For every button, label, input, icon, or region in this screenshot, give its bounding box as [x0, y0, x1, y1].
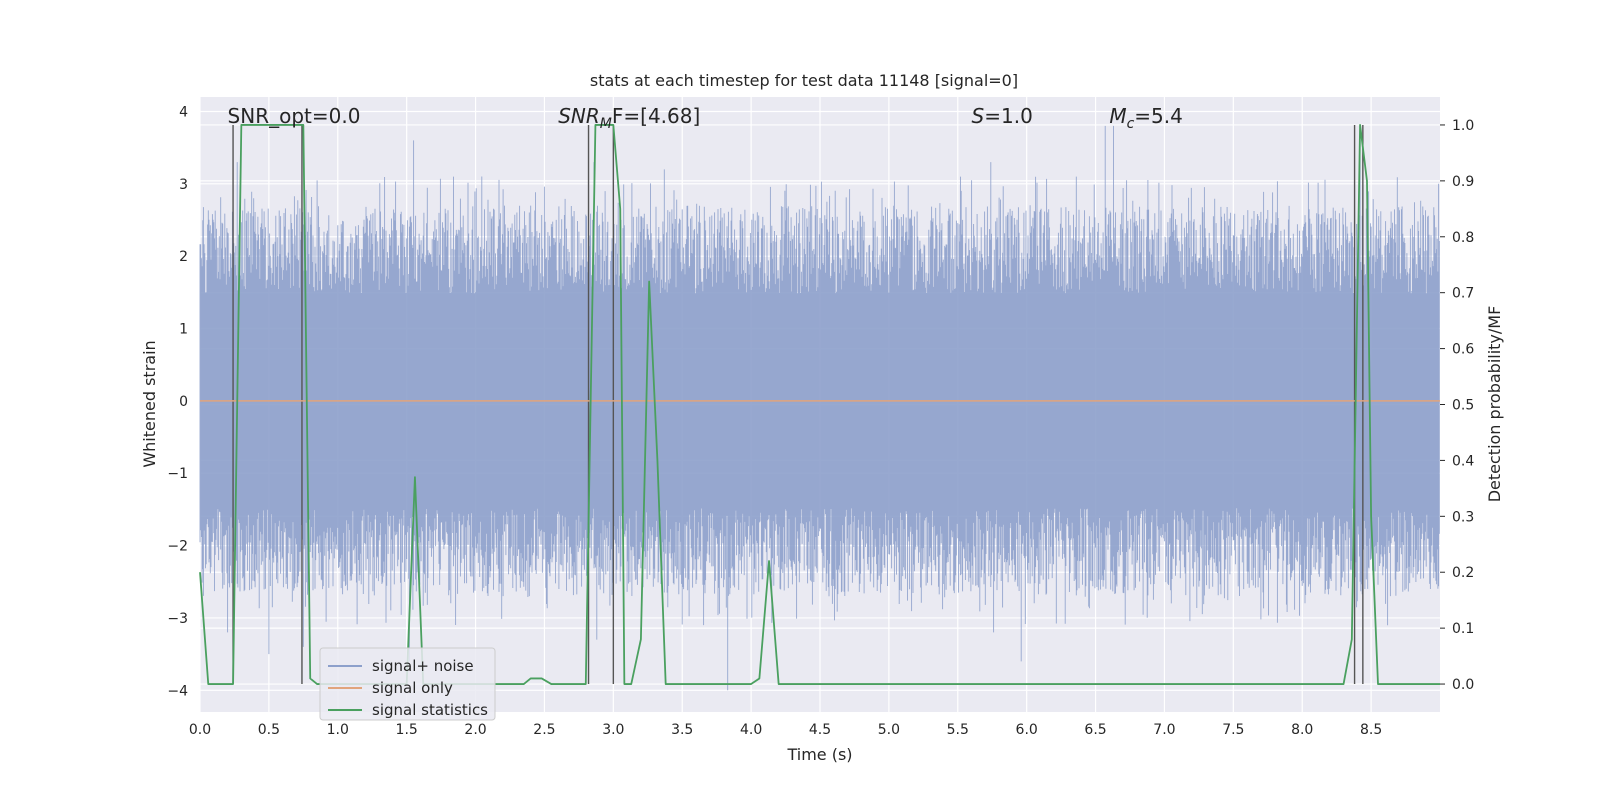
annotation-snr-mf: SNRMF=[4.68] — [558, 104, 700, 132]
y-tick-label: 0 — [179, 394, 188, 410]
signal-noise-series — [199, 125, 1440, 691]
x-tick-label: 4.5 — [809, 722, 831, 738]
chart-title: stats at each timestep for test data 111… — [590, 71, 1018, 90]
x-tick-label: 8.0 — [1291, 722, 1313, 738]
annotation-mc: Mc=5.4 — [1109, 104, 1183, 132]
legend: signal+ noise signal only signal statistic… — [319, 647, 496, 721]
right-y-tick-label: 0.7 — [1452, 286, 1474, 302]
y-tick-label: 3 — [179, 177, 188, 193]
right-y-tick-label: 0.1 — [1452, 621, 1474, 637]
annotation-tail: =5.4 — [1134, 104, 1183, 128]
x-tick-label: 2.0 — [464, 722, 486, 738]
x-tick-label: 0.5 — [258, 722, 280, 738]
signal-noise-trace — [199, 125, 1440, 691]
right-y-tick-label: 0.3 — [1452, 509, 1474, 525]
right-y-tick-label: 0.2 — [1452, 565, 1474, 581]
y-tick-label: 1 — [179, 322, 188, 338]
annotation-subscript: c — [1127, 116, 1135, 132]
x-tick-label: 4.0 — [740, 722, 762, 738]
annotations: SNR_opt=0.0 SNRMF=[4.68] S=1.0 Mc=5.4 — [228, 104, 1183, 132]
annotation-subscript: M — [600, 116, 612, 132]
signal-statistics-line — [199, 124, 1440, 685]
x-tick-label: 7.0 — [1153, 722, 1175, 738]
annotation-base: SNR — [558, 104, 600, 128]
x-tick-label: 8.5 — [1360, 722, 1382, 738]
x-tick-label: 3.5 — [671, 722, 693, 738]
legend-label: signal only — [372, 679, 453, 697]
annotation-tail: F=[4.68] — [612, 104, 700, 128]
x-tick-label: 0.0 — [189, 722, 211, 738]
y-tick-label: 2 — [179, 249, 188, 265]
x-tick-label: 5.5 — [947, 722, 969, 738]
right-y-tick-label: 0.0 — [1452, 677, 1474, 693]
annotation-s: S=1.0 — [972, 104, 1033, 128]
x-tick-label: 2.5 — [533, 722, 555, 738]
legend-box — [319, 647, 496, 721]
annotation-base: S — [972, 104, 985, 128]
annotation-base: M — [1109, 104, 1126, 128]
x-tick-label: 6.5 — [1084, 722, 1106, 738]
x-tick-label: 6.0 — [1016, 722, 1038, 738]
y-tick-label: −3 — [167, 611, 188, 627]
y-tick-label: 4 — [179, 104, 188, 120]
right-y-tick-label: 0.5 — [1452, 398, 1474, 414]
annotation-snr-opt: SNR_opt=0.0 — [228, 104, 361, 128]
y-tick-label: −1 — [167, 466, 188, 482]
legend-label: signal statistics — [372, 701, 488, 719]
legend-label: signal+ noise — [372, 657, 474, 675]
x-tick-label: 1.0 — [327, 722, 349, 738]
right-y-tick-label: 1.0 — [1452, 118, 1474, 134]
right-y-tick-label: 0.8 — [1452, 230, 1474, 246]
annotation-tail: =1.0 — [984, 104, 1033, 128]
right-y-axis-label: Detection probability/MF — [1485, 306, 1504, 503]
y-tick-label: −4 — [167, 683, 188, 699]
x-axis-label: Time (s) — [786, 745, 852, 764]
x-tick-label: 5.0 — [878, 722, 900, 738]
x-tick-label: 3.0 — [602, 722, 624, 738]
right-y-tick-label: 0.6 — [1452, 342, 1474, 358]
y-tick-label: −2 — [167, 539, 188, 555]
x-tick-label: 7.5 — [1222, 722, 1244, 738]
y-axis-label: Whitened strain — [140, 340, 159, 467]
tick-labels: 0.0 0.5 1.0 1.5 2.0 2.5 3.0 3.5 4.0 4.5 5.0 5.5 6.0 6… — [167, 104, 1474, 738]
line-series — [199, 124, 1440, 685]
vertical-markers — [232, 124, 1364, 685]
right-y-tick-label: 0.4 — [1452, 453, 1474, 469]
right-y-tick-label: 0.9 — [1452, 174, 1474, 190]
x-tick-label: 1.5 — [396, 722, 418, 738]
